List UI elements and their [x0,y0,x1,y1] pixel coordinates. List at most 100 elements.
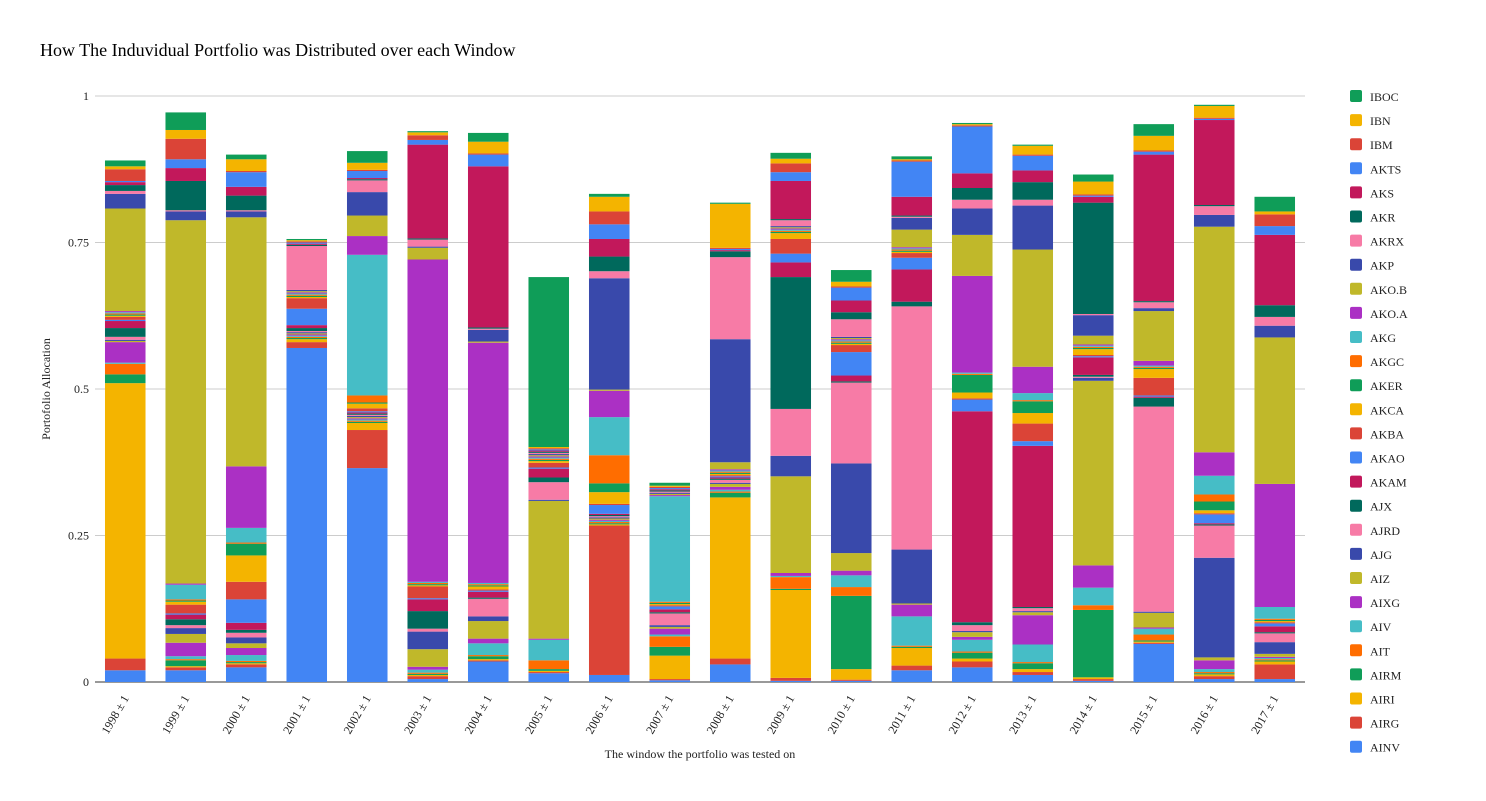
bar-segment [104,328,146,337]
legend-swatch [1350,331,1362,343]
bar-segment [286,298,328,309]
bar-segment [1012,672,1054,675]
bar-segment [1133,154,1175,302]
bar-segment [588,278,630,390]
bar-segment [709,478,751,480]
bar-segment [891,248,933,250]
bar-segment [1133,308,1175,312]
bar-segment [770,573,812,576]
bar-segment [891,549,933,604]
bar-segment [407,679,449,682]
legend-label: AINV [1370,741,1400,755]
bar-segment [1012,608,1054,612]
bar-segment [891,247,933,249]
bar-segment [891,159,933,161]
bar-segment [830,679,872,681]
bar-segment [1012,644,1054,663]
bar-segment [1133,301,1175,303]
bar-segment [346,402,388,404]
bar-segment [649,625,691,627]
bar-segment [891,253,933,258]
bar-segment [951,126,993,174]
bar-segment [1133,612,1175,628]
bar-segment [891,648,933,666]
bar-segment [528,451,570,453]
bar-segment [225,542,267,544]
bar-segment [709,251,751,258]
bar-segment [528,456,570,458]
legend-label: AIV [1370,620,1392,634]
bar-segment [709,475,751,477]
bar-segment [407,585,449,587]
bar-segment [1254,659,1296,661]
bar-segment [165,604,207,614]
bar-segment [467,341,509,343]
bar-segment [588,524,630,526]
legend-swatch [1350,644,1362,657]
legend-swatch [1350,451,1362,464]
bar-segment [407,582,449,585]
bar-segment [346,169,388,172]
bar-segment [407,132,449,136]
bar-segment [770,152,812,159]
bar-segment [649,601,691,603]
bar-segment [588,505,630,514]
x-tick-label: 2016 ± 1 [1187,693,1220,737]
bar-segment [1254,214,1296,227]
bar-segment [104,342,146,363]
bar-segment [891,229,933,248]
bar-segment [225,555,267,582]
legend-label: AKER [1370,379,1403,393]
bar-segment [588,196,630,212]
bar-segment [104,313,146,315]
x-tick-label: 2017 ± 1 [1248,693,1281,737]
bar-segment [1133,641,1175,643]
bar-segment [286,332,328,334]
bar-segment [1012,393,1054,401]
bar-segment [407,584,449,586]
bar-segment [649,612,691,614]
bar-segment [951,639,993,652]
bar-segment [830,680,872,682]
bar-segment [407,135,449,140]
bar-segment [225,664,267,668]
bar-segment [1193,452,1235,476]
legend-label: AIRM [1370,668,1402,682]
bar-segment [346,418,388,420]
bar-segment [528,455,570,457]
bar-segment [1072,174,1114,182]
bar-segment [1193,557,1235,658]
bar-segment [1193,118,1235,121]
bar-segment [1133,642,1175,644]
bar-segment [830,553,872,571]
bar-segment [1193,105,1235,118]
bar-segment [588,518,630,520]
bar-segment [165,138,207,160]
bar-segment [1193,513,1235,515]
bar-segment [1133,406,1175,612]
bar-segment [225,217,267,467]
bar-segment [1072,356,1114,358]
bar-segment [1072,344,1114,346]
bar-segment [1193,660,1235,670]
bar-segment [1254,661,1296,665]
bar-segment [528,669,570,671]
bar-segment [1012,441,1054,446]
bar-segment [104,336,146,340]
bar-segment [528,670,570,673]
bar-segment [528,448,570,450]
bar-segment [528,500,570,639]
bar-segment [588,455,630,484]
bar-segment [649,486,691,489]
bar-segment [830,669,872,680]
bar-segment [225,154,267,160]
bar-segment [467,661,509,682]
bar-segment [104,362,146,364]
bar-segment [649,489,691,491]
bar-segment [467,154,509,167]
bar-segment [1193,206,1235,215]
legend-swatch [1350,282,1362,295]
bar-segment [286,336,328,339]
bar-segment [709,472,751,474]
bar-segment [407,586,449,599]
